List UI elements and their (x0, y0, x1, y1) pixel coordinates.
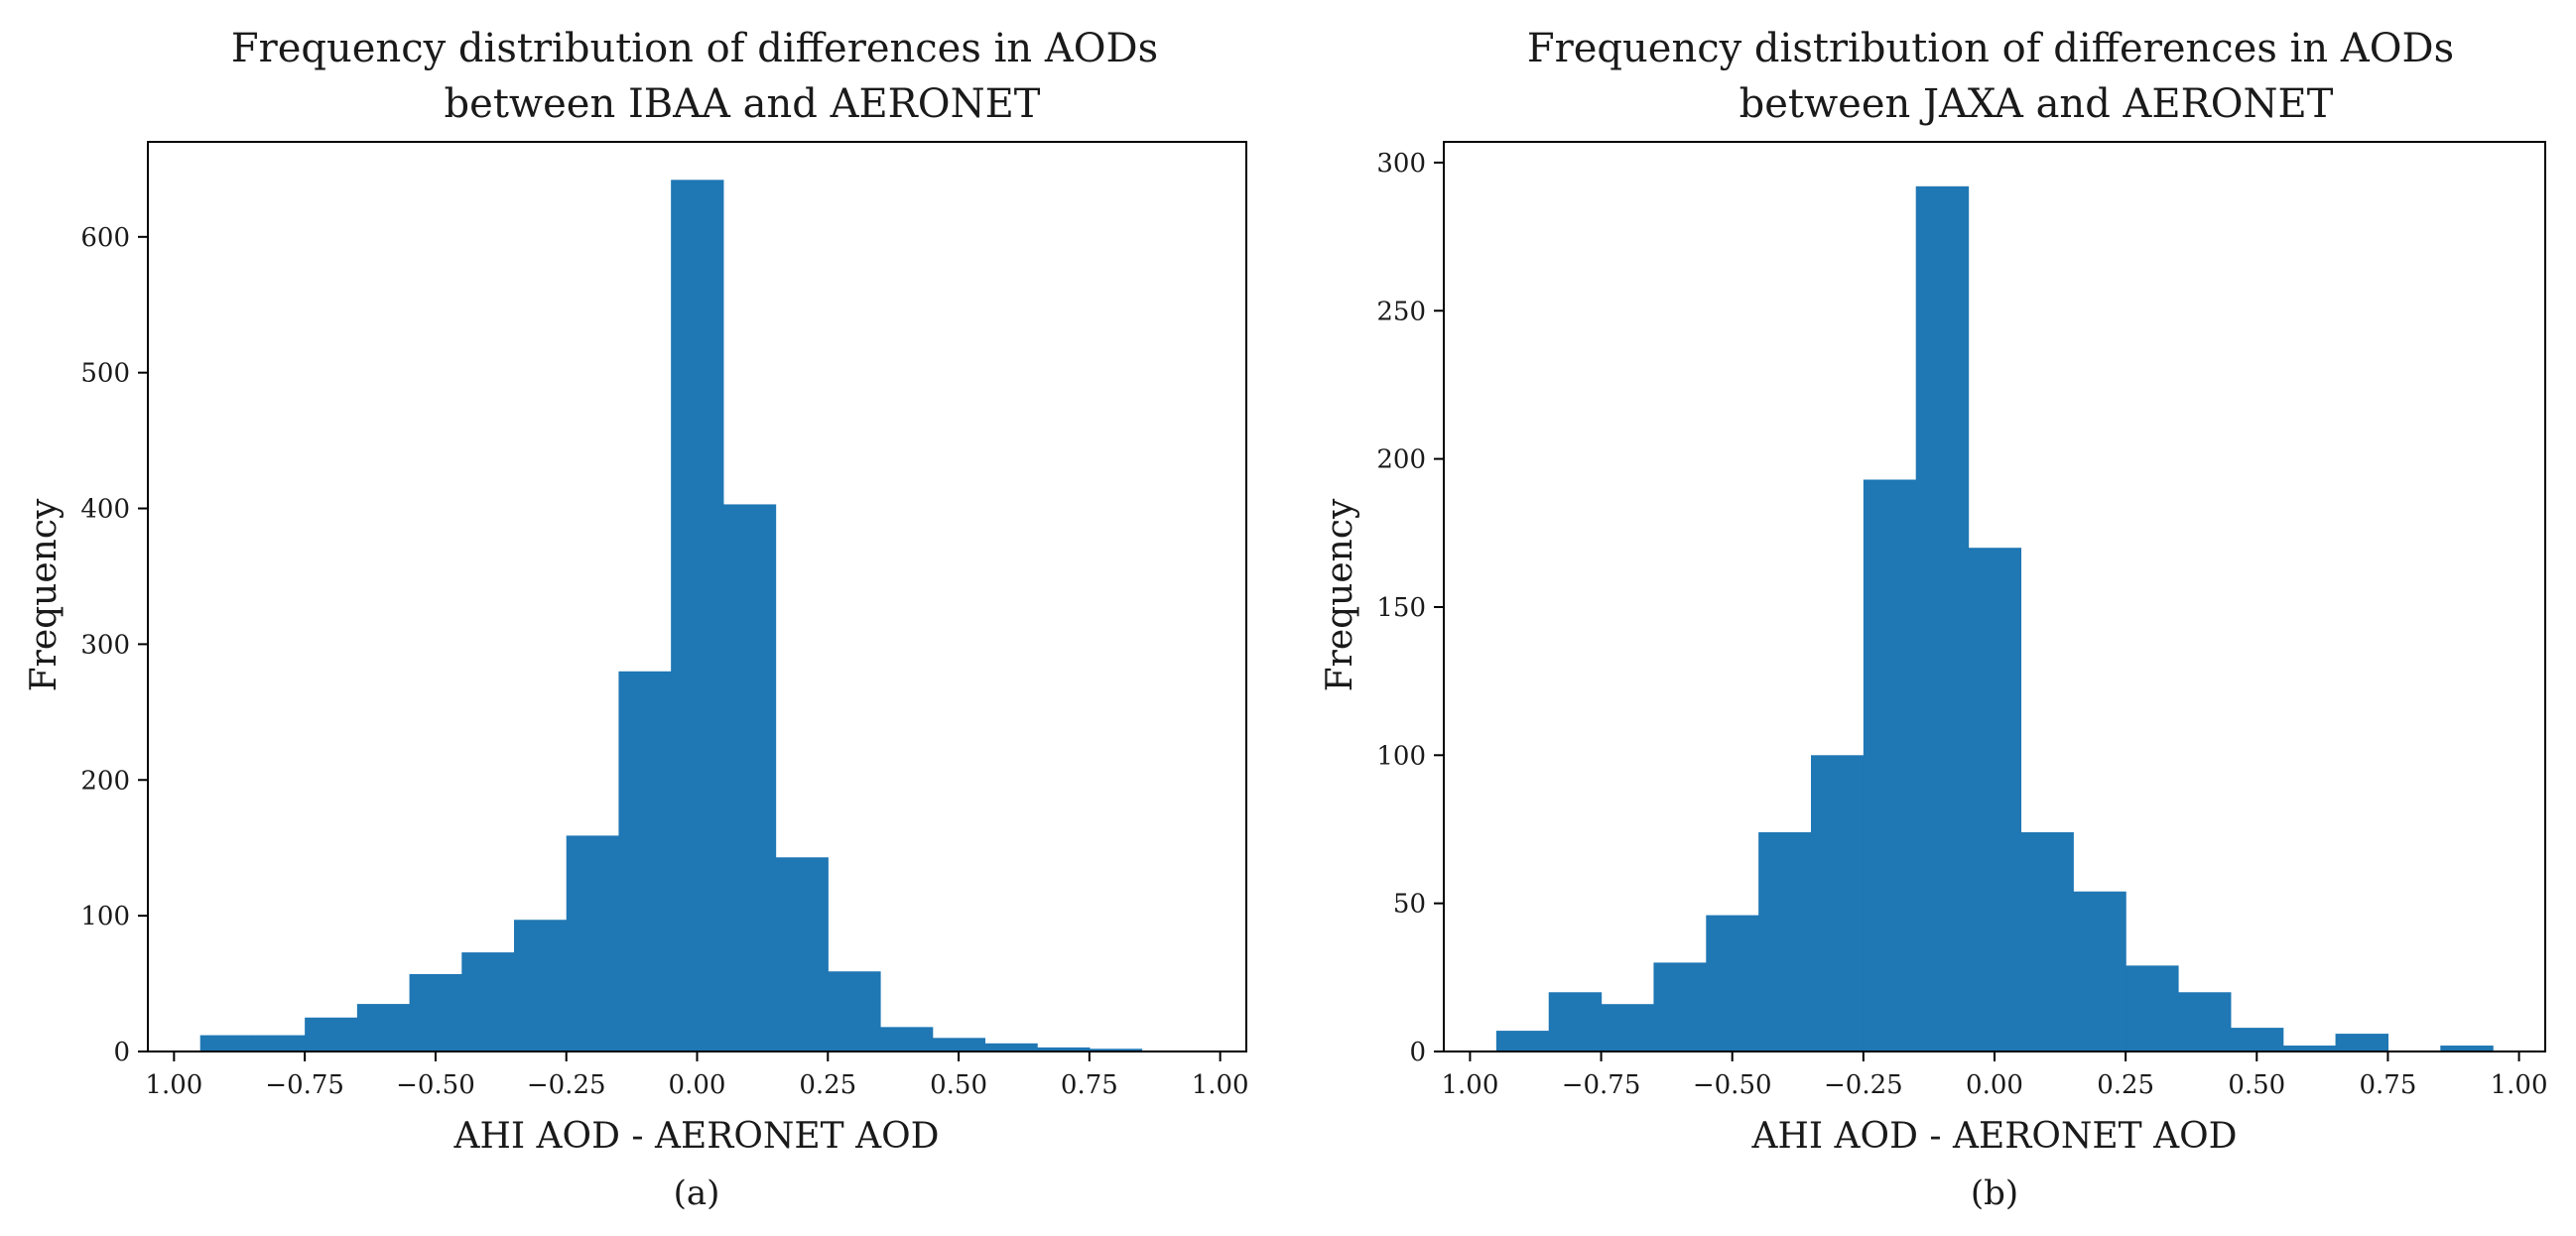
histogram-bar (1495, 1031, 1550, 1051)
x-tick-label: 0.50 (930, 1070, 987, 1100)
y-tick-label: 600 (80, 223, 130, 253)
y-axis-label: Frequency (1320, 498, 1360, 691)
bars (199, 180, 1143, 1051)
x-tick-label: 0.00 (669, 1070, 726, 1100)
histogram-bar (775, 857, 829, 1051)
histogram-bar (566, 835, 620, 1051)
histogram-bar (1915, 185, 1970, 1052)
histogram-bar (356, 1004, 411, 1051)
panel-caption: (b) (1971, 1174, 2018, 1213)
x-tick-label: −0.50 (1693, 1070, 1772, 1100)
y-tick-label: 400 (80, 495, 130, 525)
histogram-bar (1863, 479, 1917, 1051)
x-tick-label: 0.00 (1966, 1070, 2023, 1100)
y-tick-label: 0 (113, 1038, 130, 1067)
histogram-bar (1548, 992, 1603, 1051)
histogram-bar (1706, 915, 1759, 1051)
histogram-bar (2335, 1034, 2389, 1051)
histogram-bar (2125, 965, 2179, 1051)
histogram-bar (618, 671, 672, 1051)
histogram-bar (409, 973, 462, 1051)
histogram-panel-b: Frequency distribution of differences in… (1320, 26, 2548, 1213)
histogram-bar (199, 1035, 254, 1051)
histogram-bar (1089, 1049, 1143, 1051)
x-axis-label: AHI AOD - AERONET AOD (1751, 1116, 2238, 1157)
x-tick-label: −0.25 (527, 1070, 606, 1100)
histogram-bar (671, 180, 724, 1051)
histogram-bar (932, 1038, 986, 1051)
x-tick-label: −0.50 (396, 1070, 475, 1100)
y-tick-label: 100 (1376, 741, 1426, 771)
y-axis-label: Frequency (24, 498, 64, 691)
x-tick-label: 0.75 (1061, 1070, 1118, 1100)
histogram-bar (2178, 992, 2232, 1051)
histogram-bar (1037, 1047, 1091, 1051)
y-tick-label: 250 (1376, 297, 1426, 326)
y-tick-label: 0 (1409, 1038, 1426, 1067)
x-tick-label: −0.75 (265, 1070, 344, 1100)
chart-title-line-2: between JAXA and AERONET (1739, 81, 2334, 127)
y-tick-label: 300 (1376, 149, 1426, 179)
histogram-bar (984, 1043, 1038, 1051)
histogram-bar (305, 1017, 358, 1051)
panel-caption: (a) (674, 1174, 720, 1213)
histogram-bar (461, 952, 515, 1051)
y-axis-ticks: 0 100 200 300 400 500 600 (80, 223, 148, 1067)
y-tick-label: 50 (1393, 890, 1426, 920)
histogram-bar (2440, 1046, 2494, 1051)
y-tick-label: 200 (80, 766, 130, 796)
y-tick-label: 100 (80, 902, 130, 931)
histogram-panel-a: Frequency distribution of differences in… (24, 26, 1249, 1213)
histogram-bar (1968, 548, 2022, 1051)
histogram-bar (2020, 831, 2074, 1051)
histogram-bar (880, 1027, 934, 1051)
x-axis-ticks: 1.00 −0.75 −0.50 −0.25 0.00 0.25 0.50 0.75 1.00 (145, 1051, 1249, 1100)
bars (1495, 185, 2494, 1052)
x-axis-label: AHI AOD - AERONET AOD (453, 1116, 940, 1157)
x-tick-label: 0.25 (799, 1070, 856, 1100)
histogram-bar (2230, 1028, 2284, 1051)
histogram-bar (1653, 962, 1707, 1051)
histogram-bar (828, 971, 881, 1051)
histogram-bar (2073, 891, 2126, 1051)
y-tick-label: 500 (80, 359, 130, 389)
chart-title-line-1: Frequency distribution of differences in… (1527, 26, 2454, 71)
x-tick-label: 1.00 (2491, 1070, 2548, 1100)
y-tick-label: 300 (80, 630, 130, 660)
chart-title-line-2: between IBAA and AERONET (445, 81, 1041, 127)
histogram-bar (2282, 1046, 2337, 1051)
y-tick-label: 150 (1376, 593, 1426, 623)
histogram-bar (1811, 755, 1865, 1051)
x-tick-label: −0.25 (1824, 1070, 1903, 1100)
histogram-bar (514, 920, 568, 1051)
x-tick-label: −0.75 (1562, 1070, 1641, 1100)
histogram-bar (1601, 1004, 1655, 1051)
histogram-bar (1758, 831, 1812, 1051)
histogram-bar (722, 504, 777, 1051)
y-tick-label: 200 (1376, 445, 1426, 475)
x-tick-label: 0.75 (2359, 1070, 2416, 1100)
x-tick-label: 1.00 (1441, 1070, 1498, 1100)
histogram-bar (252, 1035, 306, 1051)
x-tick-label: 1.00 (145, 1070, 202, 1100)
chart-title-line-1: Frequency distribution of differences in… (231, 26, 1158, 71)
x-tick-label: 0.25 (2097, 1070, 2154, 1100)
x-tick-label: 1.00 (1192, 1070, 1249, 1100)
x-axis-ticks: 1.00 −0.75 −0.50 −0.25 0.00 0.25 0.50 0.75 1.00 (1441, 1051, 2548, 1100)
y-axis-ticks: 0 50 100 150 200 250 300 (1376, 149, 1444, 1067)
x-tick-label: 0.50 (2228, 1070, 2285, 1100)
